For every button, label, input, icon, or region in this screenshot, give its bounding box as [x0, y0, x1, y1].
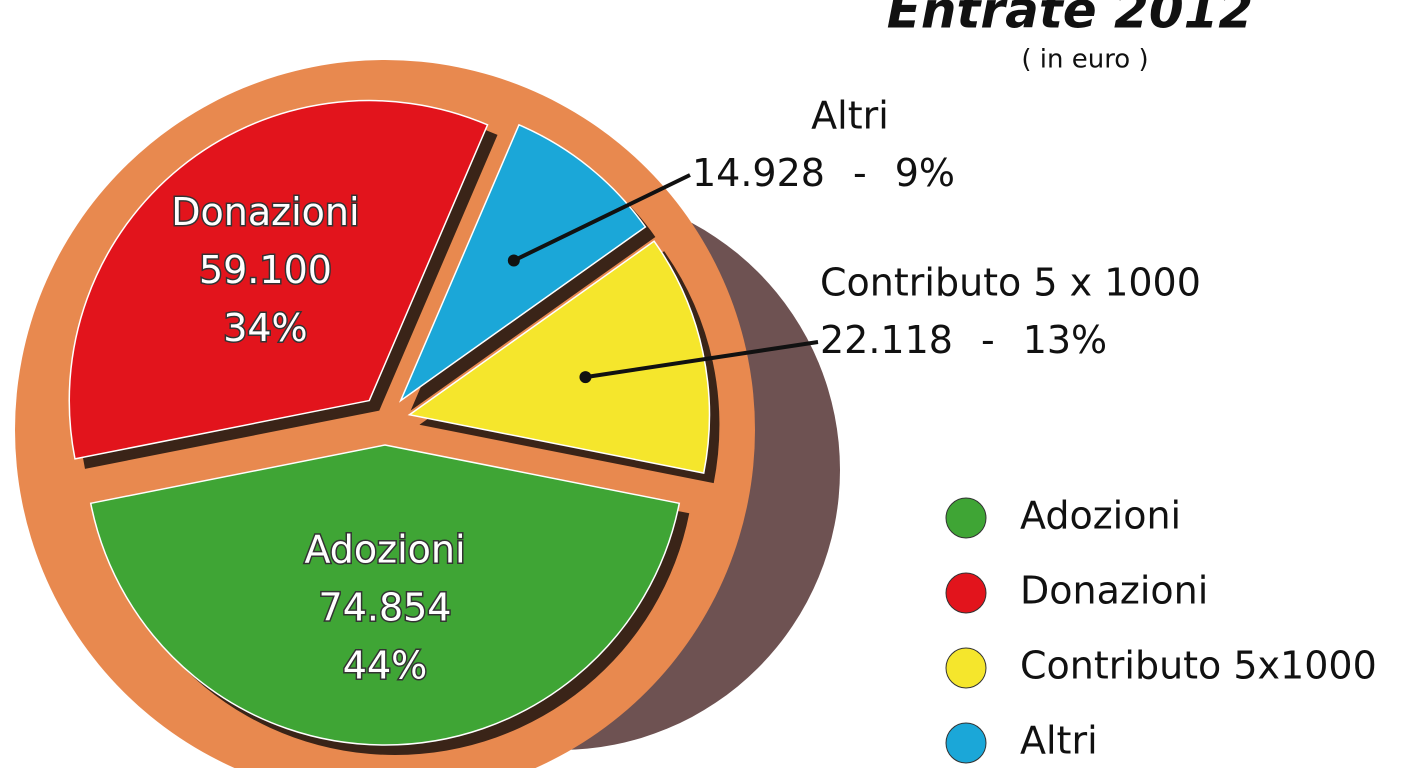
legend-swatch [945, 497, 987, 539]
chart-title: Entrate 2012 [887, 0, 1253, 40]
legend-label: Donazioni [1020, 569, 1208, 613]
legend-label: Adozioni [1020, 494, 1181, 538]
value-line: 14.928-9% [692, 151, 955, 195]
value-label: 14.928 [692, 151, 825, 195]
percent-label: 9% [895, 151, 955, 195]
percent-label: 13% [1023, 318, 1107, 362]
separator: - [981, 318, 995, 362]
slice-label: Contributo 5 x 1000 [820, 261, 1201, 305]
value-label: 74.854 [319, 586, 452, 630]
legend-label: Contributo 5x1000 [1020, 644, 1377, 688]
leader-dot [579, 371, 592, 384]
legend-swatch [945, 722, 987, 764]
slice [398, 123, 647, 403]
slice [407, 240, 711, 474]
legend-swatch [945, 572, 987, 614]
leader-line [512, 173, 691, 263]
percent-label: 44% [343, 644, 427, 688]
legend-label: Altri [1020, 719, 1098, 763]
slice-label: Donazioni [171, 190, 359, 234]
chart-subtitle: ( in euro ) [1021, 45, 1148, 75]
slice-label: Adozioni [304, 528, 465, 572]
leader-line [585, 340, 819, 380]
leader-dot [507, 254, 520, 267]
value-line: 22.118-13% [820, 318, 1107, 362]
slice-label: Altri [811, 94, 889, 138]
separator: - [853, 151, 867, 195]
value-label: 22.118 [820, 318, 953, 362]
value-label: 59.100 [199, 248, 332, 292]
legend-swatch [945, 647, 987, 689]
slice [89, 444, 681, 746]
slice [68, 99, 489, 460]
percent-label: 34% [223, 306, 307, 350]
